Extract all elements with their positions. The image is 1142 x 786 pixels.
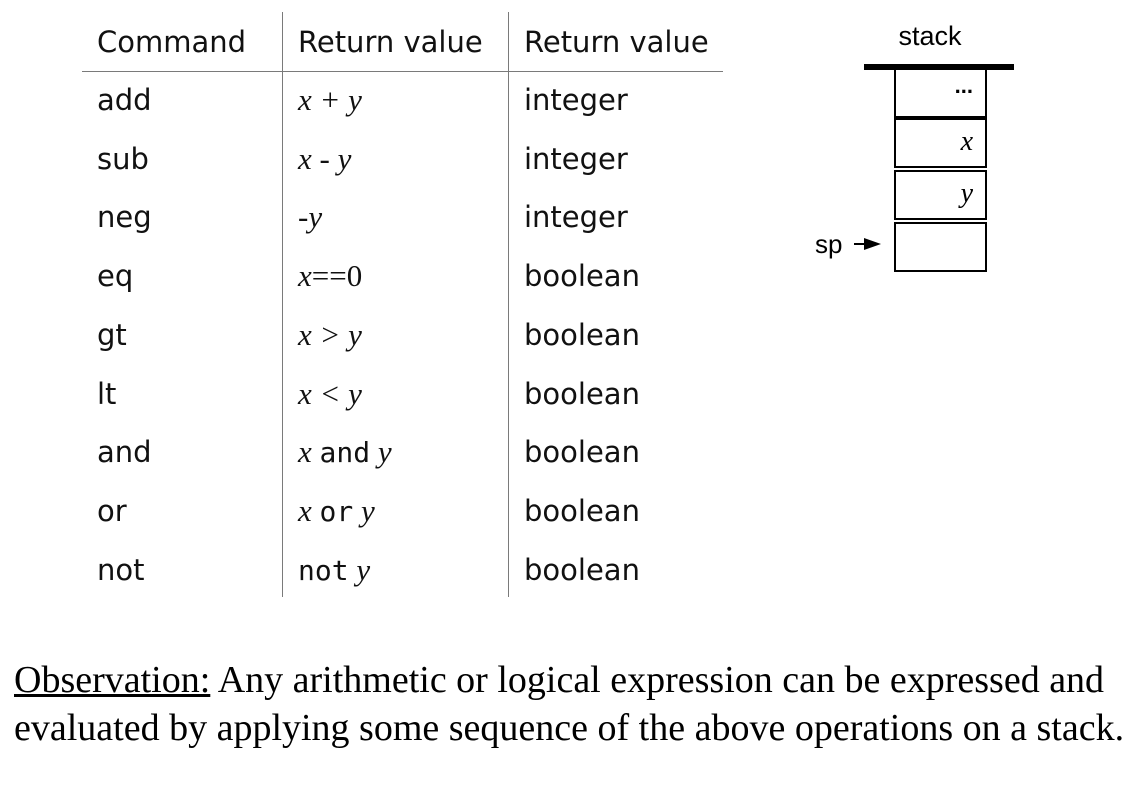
stack-top-bar: [864, 64, 1014, 70]
stack-pointer-arrow-icon: [854, 238, 881, 250]
expression-part: -y: [298, 199, 323, 234]
column-divider: [282, 12, 283, 597]
command-cell: eq: [97, 259, 134, 293]
command-cell: neg: [97, 200, 152, 234]
stack-cell: y: [894, 170, 987, 220]
expression-part: x - y: [298, 141, 352, 176]
expression-part: not: [298, 554, 349, 587]
command-cell: lt: [97, 377, 117, 411]
return-type-cell: boolean: [524, 318, 640, 352]
expression-part: y: [348, 552, 371, 587]
header-command: Command: [97, 25, 247, 59]
stack-diagram: stack ... x y sp: [810, 18, 1020, 280]
column-divider: [508, 12, 509, 597]
expression-part: x < y: [298, 376, 362, 411]
return-value-cell: x + y: [298, 82, 362, 118]
command-cell: sub: [97, 142, 149, 176]
expression-part: or: [319, 495, 354, 528]
return-type-cell: boolean: [524, 259, 640, 293]
return-value-cell: x==0: [298, 258, 362, 294]
stack-cell-empty: [894, 222, 987, 272]
expression-part: ==0: [311, 258, 363, 293]
return-type-cell: integer: [524, 142, 628, 176]
expression-part: x > y: [298, 317, 362, 352]
return-value-cell: x or y: [298, 493, 375, 530]
return-type-cell: boolean: [524, 377, 640, 411]
stack-cell-value: y: [960, 178, 973, 209]
expression-part: y: [370, 434, 392, 469]
header-return-type: Return value: [524, 25, 709, 59]
return-type-cell: boolean: [524, 435, 640, 469]
return-value-cell: -y: [298, 199, 322, 235]
expression-part: x + y: [298, 82, 362, 117]
expression-part: and: [319, 436, 371, 469]
return-type-cell: boolean: [524, 494, 640, 528]
header-return-value: Return value: [298, 25, 483, 59]
return-type-cell: integer: [524, 200, 628, 234]
stack-pointer-label: sp: [815, 229, 843, 259]
command-cell: and: [97, 435, 152, 469]
command-table: Command Return value Return value add x +…: [82, 12, 724, 597]
return-value-cell: x > y: [298, 317, 362, 353]
stack-cell-value: ...: [954, 73, 973, 98]
command-cell: not: [97, 553, 145, 587]
header-divider: [82, 71, 723, 72]
observation-text: Any arithmetic or logical expression can…: [14, 659, 1125, 749]
return-value-cell: x and y: [298, 434, 392, 471]
observation-paragraph: Observation: Any arithmetic or logical e…: [14, 656, 1134, 752]
command-cell: or: [97, 494, 127, 528]
expression-part: y: [353, 493, 375, 528]
return-type-cell: integer: [524, 83, 628, 117]
expression-part: x: [298, 258, 312, 293]
stack-cell-value: x: [960, 126, 973, 157]
stack-cell: ...: [894, 68, 987, 118]
return-value-cell: x - y: [298, 141, 351, 177]
return-type-cell: boolean: [524, 553, 640, 587]
return-value-cell: not y: [298, 552, 370, 589]
stack-label: stack: [898, 21, 962, 51]
command-cell: add: [97, 83, 152, 117]
expression-part: x: [298, 434, 320, 469]
expression-part: x: [298, 493, 320, 528]
command-cell: gt: [97, 318, 127, 352]
stack-cell: x: [894, 118, 987, 168]
return-value-cell: x < y: [298, 376, 362, 412]
observation-label: Observation:: [14, 659, 211, 701]
